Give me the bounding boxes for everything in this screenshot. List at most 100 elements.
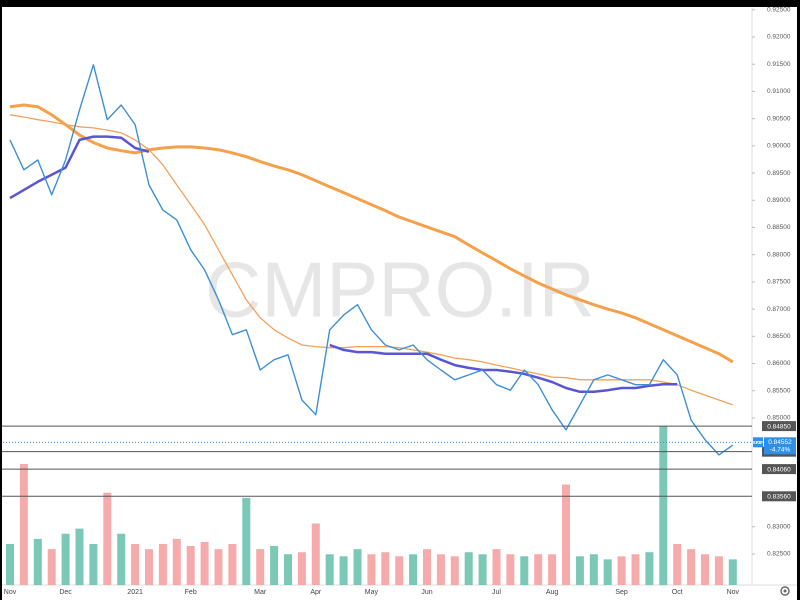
series-line [9,64,734,456]
volume-bar [395,556,404,585]
volume-bar [492,549,501,585]
volume-bar [631,554,640,585]
level-label-box [762,491,796,502]
settings-icon[interactable] [780,586,790,596]
volume-bar [89,544,98,585]
x-tick-label: Nov [4,589,17,596]
last-change-label: -4.74% [770,447,791,454]
volume-bar [450,556,459,585]
volume-bar [548,554,557,585]
frame-top [0,0,800,7]
last-price-label: 0.84552 [768,439,792,446]
volume-bar [575,556,584,585]
x-tick-label: Aug [546,589,559,596]
volume-bar [33,538,42,585]
volume-bar [145,549,153,585]
series-line [9,135,150,200]
y-tick-label: 0.89500 [767,170,791,177]
volume-bar [256,549,265,585]
volume-bar [673,544,682,585]
x-tick-label: Apr [310,589,322,596]
x-tick-label: Jun [421,589,432,596]
y-tick-label: 0.91500 [767,61,791,68]
volume-bar [103,492,112,585]
gear-hub[interactable] [783,589,787,593]
volume-bar [728,559,737,585]
y-tick-label: 0.87500 [767,279,791,286]
volume-bar [270,546,279,585]
y-tick-label: 0.89000 [767,197,791,204]
x-tick-label: Feb [185,589,197,596]
volume-bar [409,554,418,585]
y-tick-label: 0.85000 [767,415,791,422]
volume-bar [242,497,251,585]
volume-bar [367,554,376,585]
y-tick-label: 0.91000 [767,88,791,95]
volume-bar [19,464,28,585]
volume-bar [47,549,56,585]
y-tick-label: 0.86500 [767,333,791,340]
y-tick-label: 0.92000 [767,34,791,41]
volume-bar [506,554,515,585]
x-tick-label: Dec [59,589,72,596]
volume-bar [172,538,181,585]
volume-bar [687,549,696,585]
series-line [329,343,678,394]
y-tick-label: 0.87000 [767,306,791,313]
volume-bar [6,544,14,585]
y-tick-label: 0.90000 [767,143,791,150]
volume-bar [353,549,362,585]
y-tick-label: 0.83000 [767,523,791,530]
volume-bar [311,523,320,585]
frame-left [0,0,2,600]
volume-bar [617,556,626,585]
y-tick-label: 0.88500 [767,224,791,231]
x-tick-label: May [365,589,379,596]
volume-bar [339,556,348,585]
x-tick-label: Jul [492,589,501,596]
y-tick-label: 0.82500 [767,551,791,558]
y-tick-label: 0.86000 [767,360,791,367]
volume-bar [534,554,543,585]
x-tick-label: Mar [254,589,267,596]
x-tick-label: Oct [672,589,683,596]
volume-bar [75,528,84,585]
volume-bar [478,554,487,585]
volume-bar [589,554,598,585]
volume-bar [214,549,223,585]
volume-bar [61,533,70,585]
gear[interactable] [780,586,790,596]
volume-bar [464,552,473,585]
y-tick-label: 0.85500 [767,387,791,394]
volume-bar [645,552,654,585]
symbol-label: EURGBP [753,440,763,445]
x-tick-label: Sep [615,589,628,596]
volume-bar [200,541,209,585]
x-tick-label: 2021 [127,589,143,596]
volume-bar [520,556,529,585]
volume-bar [562,484,570,585]
y-tick-label: 0.92500 [767,7,791,14]
level-label: 0.84060 [767,466,791,473]
volume-bar [423,549,431,585]
volume-bar [436,554,445,585]
volume-bar [131,544,140,585]
symbol-box [753,437,763,448]
x-tick-label: Nov [727,589,740,596]
volume-bar [659,426,668,585]
volume-bar [228,544,237,585]
volume-bar [714,556,723,585]
volume-bar [381,552,390,585]
volume-bar [603,559,612,585]
volume-bar [117,533,126,585]
level-label-box [762,464,796,475]
volume-bar [284,554,292,585]
series-line [9,103,734,364]
volume-bar [158,544,167,585]
y-tick-label: 0.88000 [767,251,791,258]
series-line [9,114,734,406]
watermark: CMPRO.IR [205,246,595,334]
frame-right [797,0,800,600]
volume-bar [297,552,306,585]
